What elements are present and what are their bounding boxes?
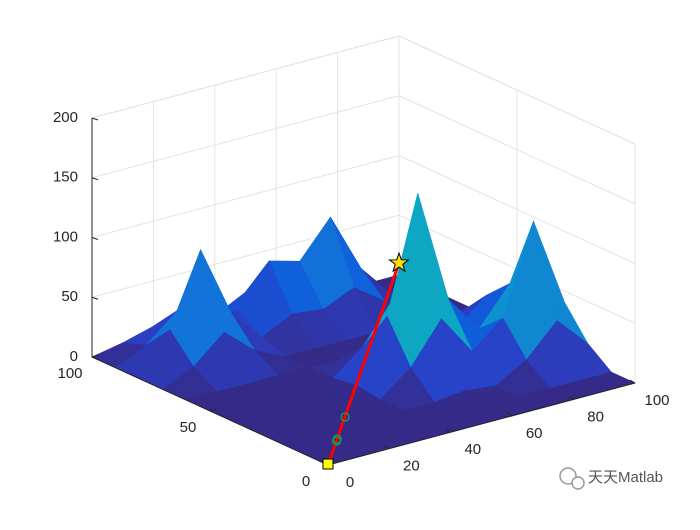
overlay-layer: [322, 251, 410, 470]
z-tick-label: 0: [70, 348, 78, 365]
z-tick: [91, 237, 99, 240]
box-edge: [91, 35, 400, 119]
y-tick: [91, 354, 99, 358]
waypoint: [331, 436, 342, 446]
waypoint: [340, 412, 350, 422]
y-tick-label: 100: [57, 365, 82, 382]
grid-line: [398, 155, 636, 264]
watermark-text: 天天Matlab: [588, 469, 663, 486]
box-edge: [398, 35, 636, 145]
x-tick-label: 80: [587, 408, 604, 425]
grid-line: [91, 95, 400, 179]
x-tick: [445, 428, 452, 433]
x-tick-label: 20: [403, 458, 420, 475]
start-marker: [322, 458, 334, 470]
x-tick-label: 0: [346, 474, 354, 491]
x-tick-label: 60: [526, 425, 543, 442]
x-tick: [629, 379, 636, 384]
z-tick: [91, 117, 99, 121]
z-tick-label: 200: [53, 109, 78, 126]
z-tick: [91, 177, 99, 181]
x-tick: [506, 412, 513, 417]
wechat-icon: [559, 467, 577, 485]
surface-layer: [91, 193, 636, 466]
y-tick: [209, 408, 217, 412]
grid-line: [91, 155, 400, 238]
z-tick-label: 50: [61, 288, 78, 305]
x-tick: [568, 395, 574, 400]
y-tick-label: 0: [302, 473, 310, 490]
z-tick-label: 100: [53, 228, 78, 245]
z-tick: [91, 296, 99, 300]
x-tick: [384, 445, 390, 450]
path-line: [326, 262, 401, 466]
x-tick-label: 40: [464, 441, 481, 458]
x-tick-label: 100: [644, 392, 669, 409]
x-axis: [327, 382, 636, 466]
wechat-icon: [571, 476, 585, 490]
grid-line: [398, 95, 636, 205]
watermark: 天天Matlab: [559, 467, 663, 490]
y-tick-label: 50: [180, 419, 197, 436]
goal-marker: [388, 251, 410, 273]
grid-line: [91, 214, 400, 298]
z-tick: [91, 356, 99, 360]
z-tick-label: 150: [53, 169, 78, 186]
